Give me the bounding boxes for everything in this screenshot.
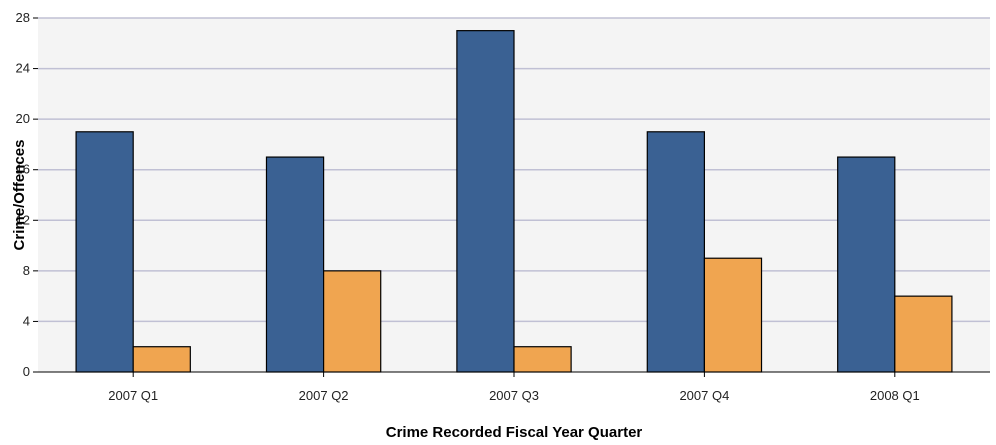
bar [837, 156, 896, 373]
y-axis-ticks: 0 4 8 12 16 20 24 28 [16, 10, 38, 379]
bar [513, 346, 572, 373]
bar [894, 295, 953, 373]
y-tick-label: 4 [23, 313, 30, 328]
y-tick-label: 12 [16, 212, 30, 227]
x-tick-label: 2007 Q4 [679, 388, 729, 403]
x-axis-ticks: 2007 Q1 2007 Q2 2007 Q3 2007 Q4 2008 Q1 [108, 372, 920, 403]
y-tick-label: 0 [23, 364, 30, 379]
bar [323, 270, 382, 373]
x-tick-label: 2008 Q1 [870, 388, 920, 403]
x-tick-label: 2007 Q1 [108, 388, 158, 403]
y-axis-title: Crime/Offences [11, 140, 28, 251]
x-tick-label: 2007 Q3 [489, 388, 539, 403]
x-axis-title: Crime Recorded Fiscal Year Quarter [386, 424, 643, 441]
bar [75, 131, 134, 373]
x-tick-label: 2007 Q2 [299, 388, 349, 403]
bar [646, 131, 706, 373]
y-tick-label: 16 [16, 162, 30, 177]
bar [265, 156, 325, 373]
bars [75, 30, 953, 373]
bar [132, 346, 191, 373]
y-tick-label: 20 [16, 111, 30, 126]
y-tick-label: 28 [16, 10, 30, 25]
y-tick-label: 24 [16, 61, 30, 76]
bar [456, 30, 515, 373]
bar [703, 257, 763, 373]
y-tick-label: 8 [23, 263, 30, 278]
